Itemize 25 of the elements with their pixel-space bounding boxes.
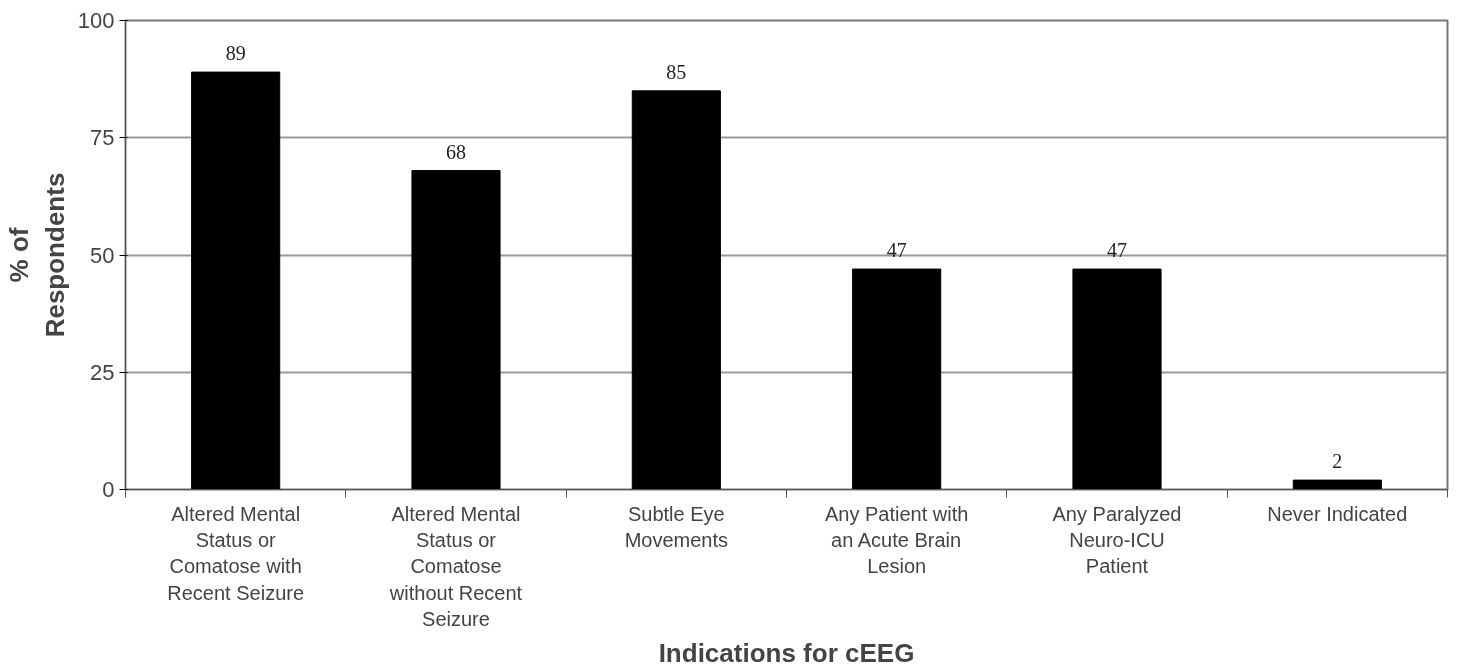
x-tick-label: Altered Mental Status or Comatose with Recent Seizure — [167, 502, 305, 604]
bar — [191, 71, 281, 490]
data-label: 2 — [1332, 450, 1343, 473]
bar — [852, 268, 942, 490]
y-tick-label: 25 — [90, 359, 115, 385]
x-tick-label: Never Indicated — [1267, 502, 1408, 525]
x-tick-label: Any Paralyzed Neuro-ICU Patient — [1052, 502, 1182, 578]
x-tick-label: Altered Mental Status or Comatose without Recent Seizure — [388, 502, 523, 631]
x-tick-label: Any Patient with an Acute Brain Lesion — [824, 502, 969, 578]
data-label: 89 — [225, 42, 246, 65]
y-tick-label: 100 — [77, 8, 115, 33]
bar — [411, 170, 501, 490]
bar — [631, 90, 721, 490]
x-axis-title: Indications for cEEG — [658, 638, 915, 669]
y-tick-label: 50 — [90, 242, 115, 268]
y-axis-title: % of Respondents — [3, 172, 70, 338]
data-label: 47 — [1107, 239, 1127, 262]
bar — [1292, 479, 1382, 490]
x-tick-label: Subtle Eye Movements — [624, 502, 729, 551]
y-tick-label: 0 — [102, 477, 115, 502]
bar — [1072, 268, 1162, 490]
data-label: 85 — [666, 60, 687, 83]
data-label: 47 — [886, 239, 907, 262]
data-label: 68 — [446, 140, 466, 163]
y-tick-label: 75 — [90, 125, 115, 151]
